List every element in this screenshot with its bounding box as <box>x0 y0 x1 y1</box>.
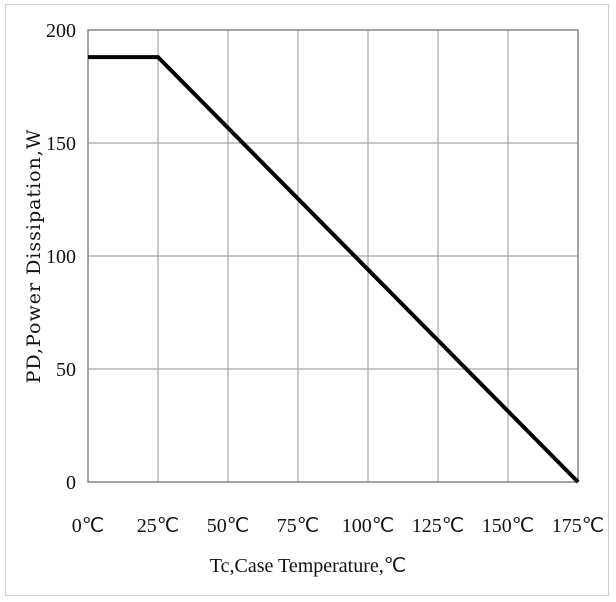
power-derating-line <box>88 55 580 484</box>
grid-lines <box>87 29 579 483</box>
x-tick-label: 150℃ <box>482 515 534 537</box>
x-tick-label: 100℃ <box>342 515 394 537</box>
x-tick-label: 175℃ <box>552 515 604 537</box>
y-tick-labels: 0 50 100 150 200 <box>46 20 76 494</box>
x-tick-label: 75℃ <box>277 515 319 537</box>
y-tick-label: 50 <box>56 359 76 381</box>
y-tick-label: 0 <box>66 472 76 494</box>
plot-area-border <box>87 29 579 483</box>
x-tick-labels: 0℃ 25℃ 50℃ 75℃ 100℃ 125℃ 150℃ 175℃ <box>72 515 604 537</box>
y-tick-label: 200 <box>46 20 76 42</box>
series-group <box>88 55 580 484</box>
y-tick-label: 150 <box>46 133 76 155</box>
x-axis-title: Tc,Case Temperature,℃ <box>210 555 406 577</box>
y-tick-label: 100 <box>46 246 76 268</box>
x-tick-label: 125℃ <box>412 515 464 537</box>
x-tick-label: 25℃ <box>137 515 179 537</box>
x-tick-label: 0℃ <box>72 515 104 537</box>
y-axis-title: PD,Power Dissipation,W <box>23 129 45 384</box>
x-tick-label: 50℃ <box>207 515 249 537</box>
